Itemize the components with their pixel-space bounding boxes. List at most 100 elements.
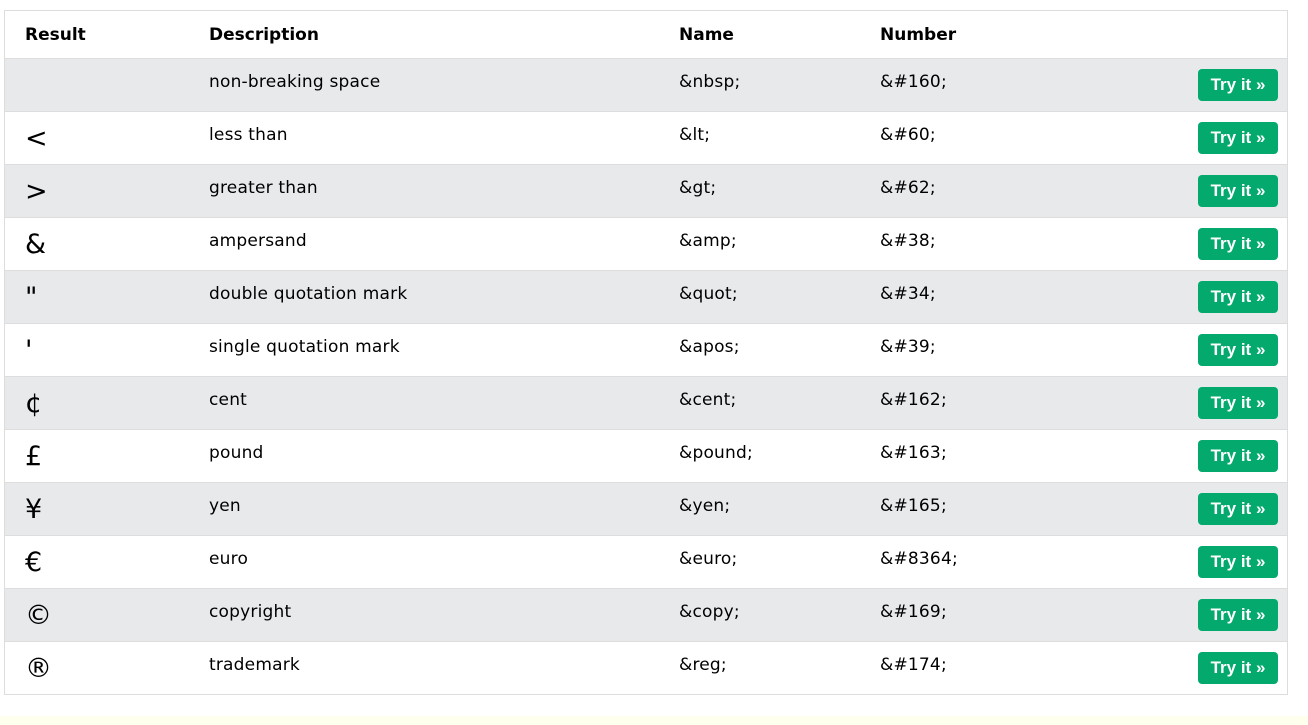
header-description: Description: [209, 24, 319, 45]
description-cell: single quotation mark: [209, 337, 400, 357]
result-cell: ®: [25, 642, 52, 694]
header-result: Result: [25, 24, 86, 45]
try-it-button[interactable]: Try it »: [1198, 599, 1278, 631]
action-cell: Try it »: [1198, 59, 1278, 111]
description-cell: ampersand: [209, 231, 307, 251]
result-cell: ¢: [25, 377, 42, 429]
result-glyph: ¢: [25, 387, 43, 419]
entity-number-cell: &#165;: [880, 496, 947, 516]
table-header-row: Result Description Name Number: [5, 11, 1287, 58]
action-cell: Try it »: [1198, 165, 1278, 217]
description-cell: double quotation mark: [209, 284, 408, 304]
table-row: " double quotation mark &quot; &#34; Try it …: [5, 270, 1287, 323]
action-cell: Try it »: [1198, 377, 1278, 429]
description-cell: less than: [209, 125, 288, 145]
entity-name-cell: &copy;: [679, 602, 740, 622]
entity-name-cell: &yen;: [679, 496, 731, 516]
result-cell: ": [25, 271, 37, 323]
result-glyph: £: [25, 440, 43, 472]
try-it-button[interactable]: Try it »: [1198, 546, 1278, 578]
entity-number-cell: &#39;: [880, 337, 936, 357]
try-it-button[interactable]: Try it »: [1198, 652, 1278, 684]
table-row: < less than &lt; &#60; Try it »: [5, 111, 1287, 164]
result-cell: £: [25, 430, 42, 482]
bottom-strip: [0, 716, 1308, 725]
description-cell: pound: [209, 443, 264, 463]
try-it-button[interactable]: Try it »: [1198, 440, 1278, 472]
action-cell: Try it »: [1198, 271, 1278, 323]
result-glyph: &: [25, 228, 47, 260]
description-cell: copyright: [209, 602, 292, 622]
description-cell: cent: [209, 390, 248, 410]
entity-name-cell: &quot;: [679, 284, 738, 304]
result-glyph: ¥: [25, 493, 43, 525]
try-it-button[interactable]: Try it »: [1198, 387, 1278, 419]
entity-number-cell: &#162;: [880, 390, 947, 410]
result-glyph: €: [25, 546, 43, 578]
try-it-button[interactable]: Try it »: [1198, 228, 1278, 260]
action-cell: Try it »: [1198, 324, 1278, 376]
entity-number-cell: &#60;: [880, 125, 936, 145]
entity-number-cell: &#163;: [880, 443, 947, 463]
try-it-button[interactable]: Try it »: [1198, 334, 1278, 366]
entity-name-cell: &cent;: [679, 390, 737, 410]
action-cell: Try it »: [1198, 536, 1278, 588]
entity-number-cell: &#34;: [880, 284, 936, 304]
entity-number-cell: &#38;: [880, 231, 936, 251]
entity-name-cell: &euro;: [679, 549, 738, 569]
entity-name-cell: &lt;: [679, 125, 711, 145]
result-cell: &: [25, 218, 46, 270]
result-glyph: ®: [25, 652, 52, 684]
table-row: > greater than &gt; &#62; Try it »: [5, 164, 1287, 217]
table-row: ' single quotation mark &apos; &#39; Try it …: [5, 323, 1287, 376]
table-row: ¢ cent &cent; &#162; Try it »: [5, 376, 1287, 429]
table-row: ® trademark &reg; &#174; Try it »: [5, 641, 1287, 694]
entity-name-cell: &reg;: [679, 655, 727, 675]
entity-number-cell: &#160;: [880, 72, 947, 92]
action-cell: Try it »: [1198, 218, 1278, 270]
try-it-button[interactable]: Try it »: [1198, 122, 1278, 154]
description-cell: euro: [209, 549, 249, 569]
entity-name-cell: &nbsp;: [679, 72, 741, 92]
result-cell: >: [25, 165, 48, 217]
entity-table: Result Description Name Number non-break…: [4, 10, 1288, 695]
table-row: £ pound &pound; &#163; Try it »: [5, 429, 1287, 482]
table-row: € euro &euro; &#8364; Try it »: [5, 535, 1287, 588]
entity-name-cell: &apos;: [679, 337, 740, 357]
table-row: © copyright &copy; &#169; Try it »: [5, 588, 1287, 641]
result-glyph: <: [25, 122, 48, 154]
table-row: non-breaking space &nbsp; &#160; Try it »: [5, 58, 1287, 111]
table-row: ¥ yen &yen; &#165; Try it »: [5, 482, 1287, 535]
entity-name-cell: &gt;: [679, 178, 717, 198]
action-cell: Try it »: [1198, 642, 1278, 694]
entity-name-cell: &pound;: [679, 443, 753, 463]
action-cell: Try it »: [1198, 430, 1278, 482]
table-row: & ampersand &amp; &#38; Try it »: [5, 217, 1287, 270]
description-cell: non-breaking space: [209, 72, 381, 92]
result-cell: €: [25, 536, 42, 588]
try-it-button[interactable]: Try it »: [1198, 69, 1278, 101]
entity-name-cell: &amp;: [679, 231, 737, 251]
header-number: Number: [880, 24, 957, 45]
entity-number-cell: &#169;: [880, 602, 947, 622]
try-it-button[interactable]: Try it »: [1198, 175, 1278, 207]
result-glyph: ": [25, 281, 38, 313]
try-it-button[interactable]: Try it »: [1198, 493, 1278, 525]
entity-number-cell: &#174;: [880, 655, 947, 675]
result-cell: ©: [25, 589, 52, 641]
action-cell: Try it »: [1198, 483, 1278, 535]
action-cell: Try it »: [1198, 589, 1278, 641]
try-it-button[interactable]: Try it »: [1198, 281, 1278, 313]
result-glyph: ': [25, 334, 33, 366]
action-cell: Try it »: [1198, 112, 1278, 164]
description-cell: greater than: [209, 178, 318, 198]
table-body: non-breaking space &nbsp; &#160; Try it » < l…: [5, 58, 1287, 694]
result-cell: ': [25, 324, 32, 376]
result-cell: <: [25, 112, 48, 164]
description-cell: trademark: [209, 655, 300, 675]
result-glyph: ©: [25, 599, 52, 631]
result-cell: ¥: [25, 483, 42, 535]
result-glyph: >: [25, 175, 48, 207]
entity-number-cell: &#62;: [880, 178, 936, 198]
